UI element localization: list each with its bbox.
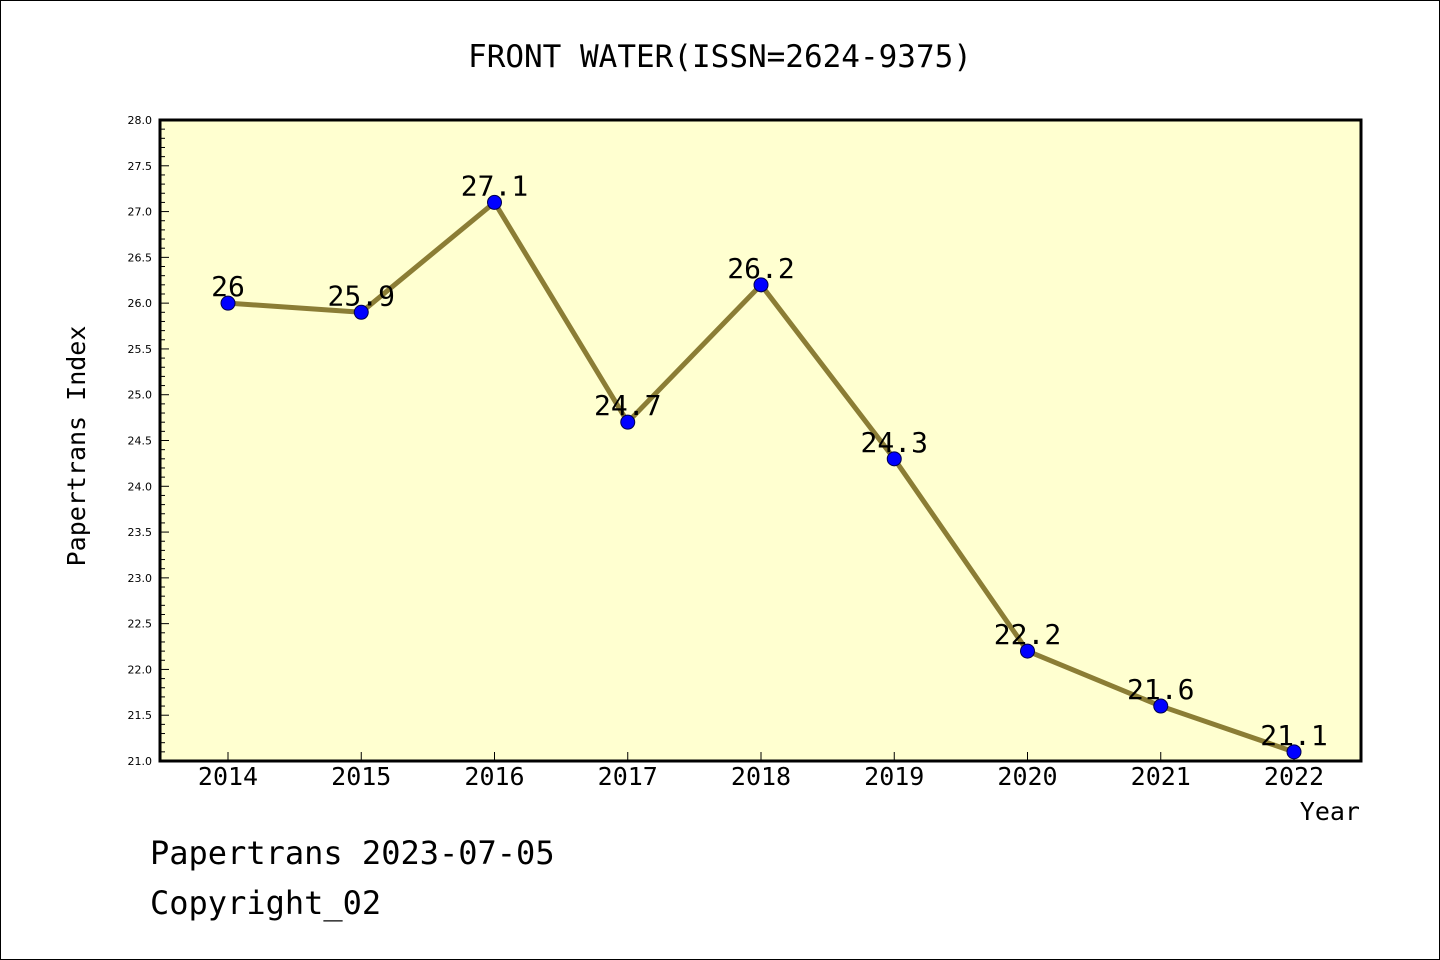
- data-label: 26: [211, 270, 245, 303]
- y-tick-label: 25.0: [128, 389, 153, 402]
- x-tick-label: 2021: [1131, 762, 1191, 791]
- x-tick-label: 2018: [731, 762, 791, 791]
- y-tick-label: 21.0: [128, 755, 153, 768]
- footer-copyright: Copyright_02: [150, 884, 382, 922]
- x-tick-label: 2014: [198, 762, 258, 791]
- data-point: [753, 277, 769, 293]
- series-line-group: 26 25.9 27.1 24.7 26.2 24.3 22.2 21.6 21.1: [211, 169, 1328, 760]
- plot-area: [158, 118, 1363, 763]
- x-tick-label: 2020: [997, 762, 1057, 791]
- y-tick-label: 23.5: [128, 526, 153, 539]
- y-axis: 21.0 21.5 22.0 22.5 23.0 23.5 24.0 24.5 25.0 25.5…: [128, 114, 169, 768]
- data-label: 27.1: [461, 169, 528, 202]
- data-label: 21.1: [1260, 719, 1327, 752]
- y-tick-label: 23.0: [128, 572, 153, 585]
- data-point: [220, 295, 236, 311]
- data-point: [1286, 744, 1302, 760]
- x-tick-label: 2016: [464, 762, 524, 791]
- y-tick-label: 21.5: [128, 709, 153, 722]
- data-label: 24.3: [861, 426, 928, 459]
- y-tick-label: 27.0: [128, 206, 153, 219]
- y-tick-label: 28.0: [128, 114, 153, 127]
- x-axis-label: Year: [1300, 797, 1360, 826]
- y-tick-label: 25.5: [128, 343, 153, 356]
- data-point: [886, 451, 902, 467]
- data-label: 25.9: [328, 279, 395, 312]
- y-tick-label: 22.5: [128, 618, 153, 631]
- data-label: 22.2: [994, 618, 1061, 651]
- data-point: [620, 414, 636, 430]
- x-tick-label: 2015: [331, 762, 391, 791]
- data-label: 21.6: [1127, 673, 1194, 706]
- data-label: 24.7: [594, 389, 661, 422]
- chart-title: FRONT WATER(ISSN=2624-9375): [468, 39, 972, 75]
- y-tick-label: 24.5: [128, 435, 153, 448]
- data-point: [487, 194, 502, 210]
- y-tick-label: 26.0: [128, 297, 153, 310]
- footer-date-line: Papertrans 2023-07-05: [150, 834, 555, 872]
- x-tick-label: 2022: [1264, 762, 1324, 791]
- y-tick-label: 22.0: [128, 663, 153, 676]
- data-point: [1020, 643, 1035, 659]
- data-point: [353, 304, 369, 320]
- data-label: 26.2: [727, 252, 794, 285]
- x-tick-label: 2017: [598, 762, 658, 791]
- x-axis: 2014 2015 2016 2017 2018 2019 2020 2021 2022: [198, 752, 1324, 791]
- y-tick-label: 24.0: [128, 480, 153, 493]
- y-axis-label: Papertrans Index: [62, 326, 91, 567]
- y-tick-label: 26.5: [128, 251, 153, 264]
- data-point: [1153, 698, 1169, 714]
- y-tick-label: 27.5: [128, 160, 153, 173]
- x-tick-label: 2019: [864, 762, 924, 791]
